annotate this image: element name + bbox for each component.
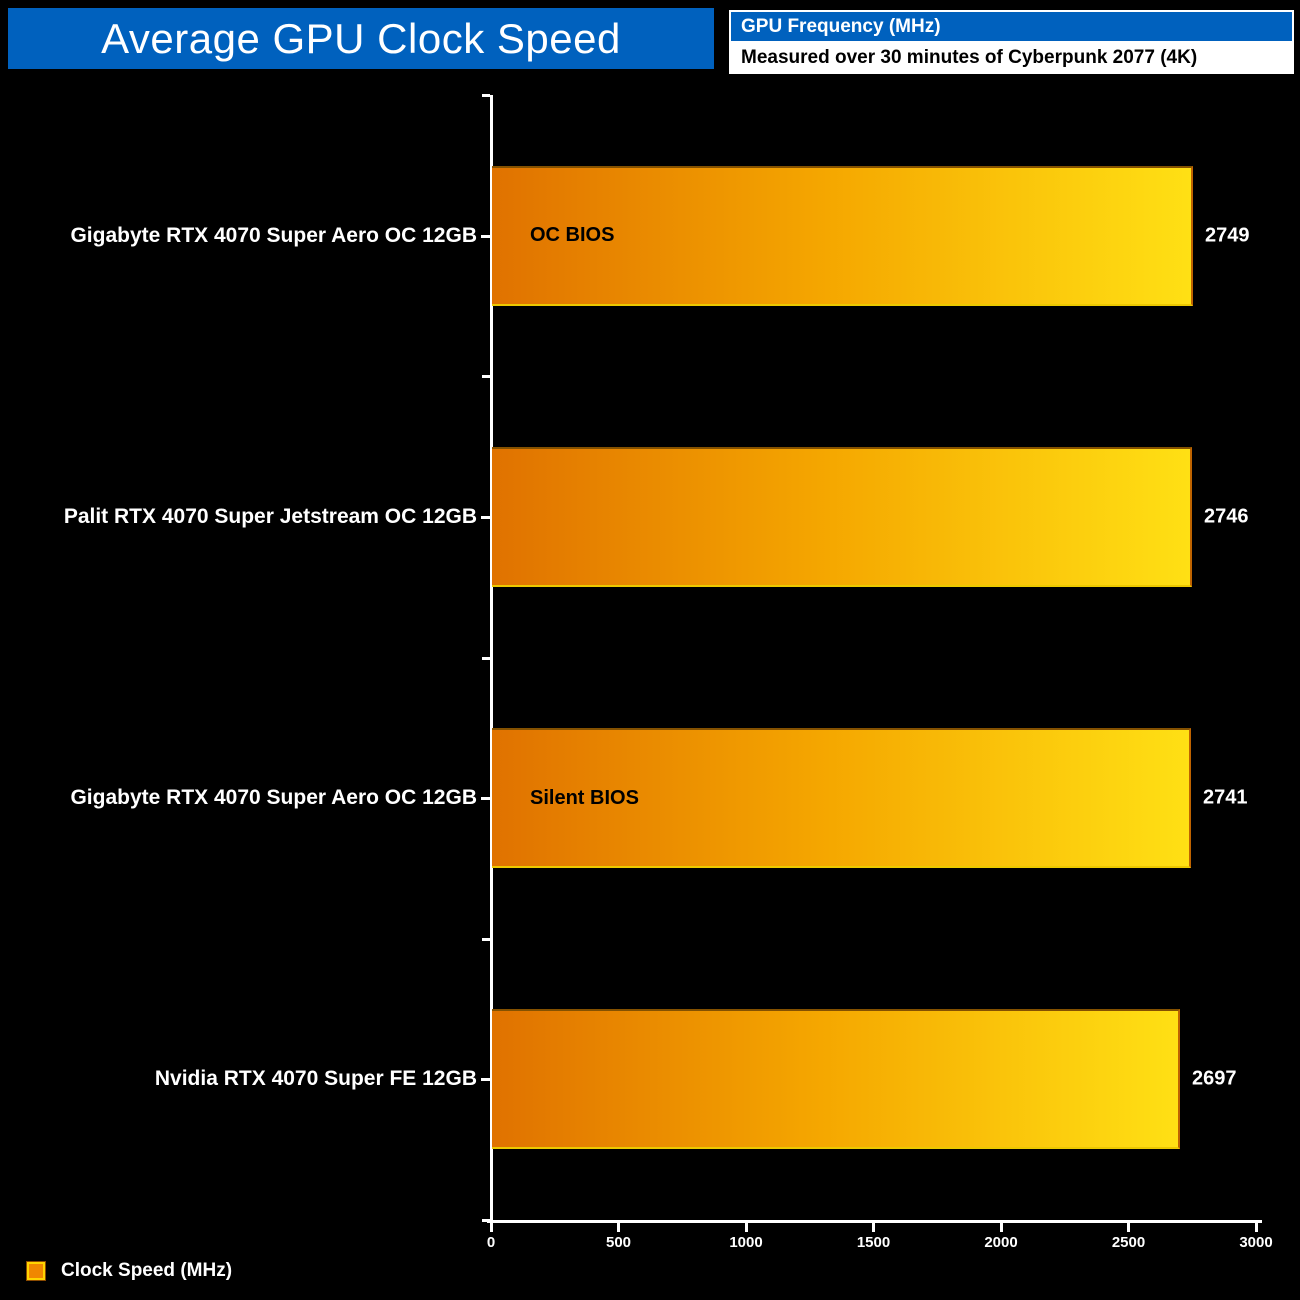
x-axis-tick-label: 3000 xyxy=(1239,1234,1273,1251)
x-axis-tick-label: 1500 xyxy=(856,1234,891,1251)
y-axis-category-tick xyxy=(481,515,490,519)
chart-title-bar: Average GPU Clock Speed xyxy=(8,8,714,69)
y-axis-category-tick xyxy=(481,234,490,238)
x-axis-tick xyxy=(872,1223,875,1232)
y-axis-boundary-tick xyxy=(482,94,490,97)
info-box: GPU Frequency (MHz) Measured over 30 min… xyxy=(729,10,1294,74)
y-axis xyxy=(490,95,493,1223)
x-axis-tick-label: 0 xyxy=(486,1234,496,1251)
x-axis-tick xyxy=(1127,1223,1130,1232)
bar-value-label: 2697 xyxy=(1192,1067,1237,1090)
x-axis-tick-label: 500 xyxy=(605,1234,632,1251)
info-subtitle: Measured over 30 minutes of Cyberpunk 20… xyxy=(731,43,1292,72)
bar-annotation: OC BIOS xyxy=(530,224,615,247)
y-axis-boundary-tick xyxy=(482,656,490,660)
bar-value-label: 2741 xyxy=(1203,786,1248,809)
bar xyxy=(492,446,1192,587)
bar: Silent BIOS xyxy=(492,728,1191,869)
legend-swatch-icon xyxy=(27,1262,45,1280)
x-axis-tick-label: 1000 xyxy=(729,1234,763,1251)
x-axis-tick-label: 2000 xyxy=(984,1234,1018,1251)
bar-value-label: 2746 xyxy=(1204,505,1249,528)
category-label: Nvidia RTX 4070 Super FE 12GB xyxy=(154,1067,477,1091)
category-label: Palit RTX 4070 Super Jetstream OC 12GB xyxy=(63,504,477,528)
y-axis-category-tick xyxy=(481,797,490,801)
x-axis-tick xyxy=(489,1223,493,1232)
y-axis-boundary-tick xyxy=(482,1219,490,1222)
y-axis-category-tick xyxy=(481,1078,490,1082)
bar-value-label: 2749 xyxy=(1205,224,1250,247)
x-axis-tick xyxy=(999,1223,1003,1232)
x-axis-tick xyxy=(744,1223,748,1232)
bar: OC BIOS xyxy=(492,165,1193,306)
info-metric: GPU Frequency (MHz) xyxy=(731,12,1292,43)
x-axis xyxy=(487,1220,1262,1223)
y-axis-boundary-tick xyxy=(482,375,490,379)
x-axis-tick-label: 2500 xyxy=(1111,1234,1146,1251)
bar xyxy=(492,1009,1180,1150)
y-axis-boundary-tick xyxy=(482,937,490,941)
legend: Clock Speed (MHz) xyxy=(27,1260,232,1282)
category-label: Gigabyte RTX 4070 Super Aero OC 12GB xyxy=(70,786,477,810)
bar-annotation: Silent BIOS xyxy=(530,786,639,809)
legend-label: Clock Speed (MHz) xyxy=(61,1260,233,1281)
category-label: Gigabyte RTX 4070 Super Aero OC 12GB xyxy=(70,223,477,247)
x-axis-tick xyxy=(617,1223,620,1232)
x-axis-tick xyxy=(1254,1223,1258,1232)
chart-title: Average GPU Clock Speed xyxy=(101,14,621,62)
